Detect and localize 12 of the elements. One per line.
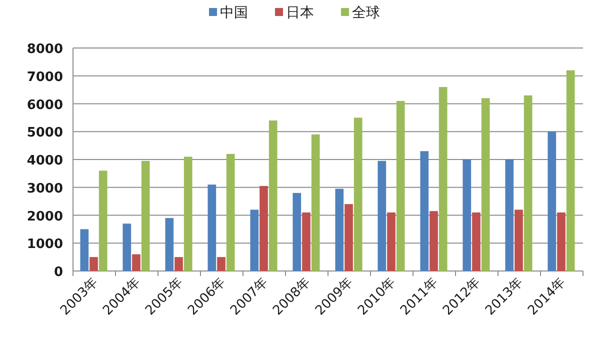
y-tick-label: 6000: [26, 98, 63, 113]
legend-label: 日本: [286, 5, 314, 21]
y-tick-label: 5000: [26, 126, 63, 141]
y-tick-label: 3000: [26, 181, 63, 196]
legend-label: 全球: [352, 5, 380, 21]
y-tick-label: 7000: [26, 70, 63, 85]
y-tick-label: 2000: [26, 209, 63, 224]
y-tick-label: 8000: [26, 42, 63, 57]
y-tick-label: 4000: [26, 154, 63, 168]
y-tick-label: 1000: [26, 237, 63, 252]
legend-label: 中国: [220, 5, 248, 21]
y-tick-label: 0: [54, 265, 63, 280]
